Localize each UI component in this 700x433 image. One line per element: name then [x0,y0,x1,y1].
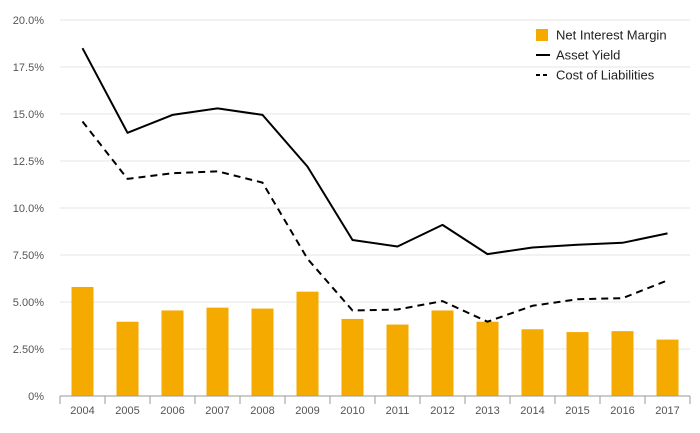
y-axis-ticks: 0% 2.50% 5.00% 7.50% 10.0% 12.5% 15.0% 17.5% 20.… [13,15,44,403]
x-tick-label: 2012 [430,405,454,417]
grid [60,19,690,350]
legend-label-asset-yield: Asset Yield [556,48,620,63]
bar-2005 [116,321,139,396]
y-tick-label: 5.00% [13,297,44,309]
bar-2015 [566,332,589,396]
legend-label-cost-of-liabilities: Cost of Liabilities [556,68,655,83]
x-tick-label: 2007 [205,405,229,417]
y-tick-label: 7.50% [13,250,44,262]
x-tick-label: 2013 [475,405,499,417]
y-tick-label: 10.0% [13,203,44,215]
x-tick-label: 2016 [610,405,634,417]
y-tick-label: 12.5% [13,156,44,168]
bar-series-net-interest-margin [71,286,679,396]
x-tick-label: 2011 [386,405,410,417]
x-tick-label: 2006 [160,405,184,417]
line-cost-of-liabilities [81,120,668,323]
bar-2012 [431,310,454,396]
legend: Net Interest Margin Asset Yield Cost of Li… [536,28,667,83]
bar-2016 [611,331,634,396]
line-asset-yield [81,47,668,256]
bar-2017 [656,339,679,396]
bar-2009 [296,291,319,396]
x-tick-label: 2015 [565,405,589,417]
x-tick-label: 2014 [520,405,544,417]
bar-2004 [71,286,94,396]
x-tick-label: 2010 [340,405,364,417]
line-series [81,47,668,323]
bar-2010 [341,318,364,396]
x-tick-label: 2009 [295,405,319,417]
legend-swatch-net-interest-margin [536,29,548,41]
x-tick-label: 2008 [250,405,274,417]
y-tick-label: 20.0% [13,15,44,27]
y-tick-label: 17.5% [13,62,44,74]
bar-2013 [476,321,499,396]
bar-2008 [251,308,274,396]
y-tick-label: 2.50% [13,344,44,356]
bar-2006 [161,310,184,396]
legend-label-net-interest-margin: Net Interest Margin [556,28,667,43]
y-tick-label: 0% [28,391,44,403]
bar-2011 [386,324,409,396]
x-axis: 2004 2005 2006 2007 2008 2009 2010 2011 2012 2013… [59,395,691,417]
bar-2007 [206,307,229,396]
x-tick-label: 2005 [115,405,139,417]
bar-2014 [521,329,544,396]
x-tick-label: 2017 [655,405,679,417]
y-tick-label: 15.0% [13,109,44,121]
x-tick-label: 2004 [70,405,94,417]
